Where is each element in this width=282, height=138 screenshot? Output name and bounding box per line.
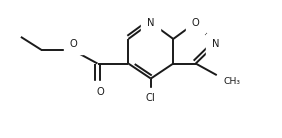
Text: CH₃: CH₃: [224, 77, 241, 86]
Text: Cl: Cl: [146, 93, 156, 103]
Text: N: N: [147, 18, 155, 28]
Text: N: N: [212, 39, 219, 49]
Text: O: O: [70, 39, 78, 49]
Text: O: O: [192, 18, 200, 28]
Text: O: O: [97, 87, 105, 97]
